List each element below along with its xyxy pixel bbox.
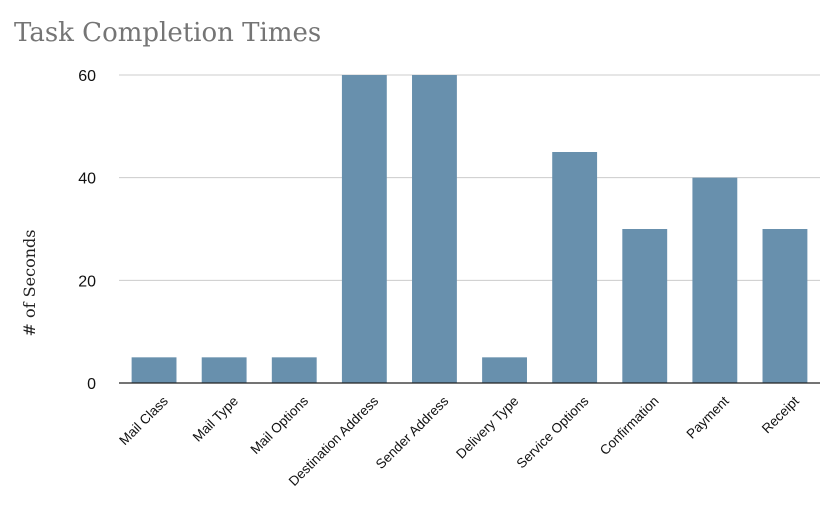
bars xyxy=(131,75,808,383)
x-tick-label: Mail Options xyxy=(247,393,311,457)
bar xyxy=(271,357,317,383)
y-tick-label: 40 xyxy=(78,171,96,188)
x-tick-label: Mail Type xyxy=(190,393,241,444)
bar xyxy=(762,229,808,383)
x-tick-label: Payment xyxy=(683,393,731,441)
y-tick-label: 60 xyxy=(78,68,96,85)
y-axis-label: # of Seconds xyxy=(20,230,39,337)
bar xyxy=(412,75,457,383)
x-tick-label: Receipt xyxy=(759,393,802,436)
bar xyxy=(341,75,387,383)
y-tick-label: 0 xyxy=(87,376,96,393)
bar xyxy=(622,229,668,383)
x-tick-label: Service Options xyxy=(514,393,592,471)
bar xyxy=(131,357,177,383)
x-tick-label: Mail Class xyxy=(116,393,171,448)
bar xyxy=(552,152,598,383)
bar xyxy=(482,357,527,383)
x-tick-label: Confirmation xyxy=(597,393,662,458)
x-tick-labels: Mail Class Mail Type Mail OptionsDestinati… xyxy=(116,393,802,489)
y-tick-labels: 0 20 40 60 xyxy=(78,68,96,393)
y-tick-label: 20 xyxy=(78,273,96,290)
x-tick-label: Delivery Type xyxy=(453,393,521,461)
x-tick-label: Sender Address xyxy=(373,393,452,472)
bar xyxy=(692,177,738,383)
bar xyxy=(201,357,247,383)
chart-title: Task Completion Times xyxy=(14,18,321,48)
